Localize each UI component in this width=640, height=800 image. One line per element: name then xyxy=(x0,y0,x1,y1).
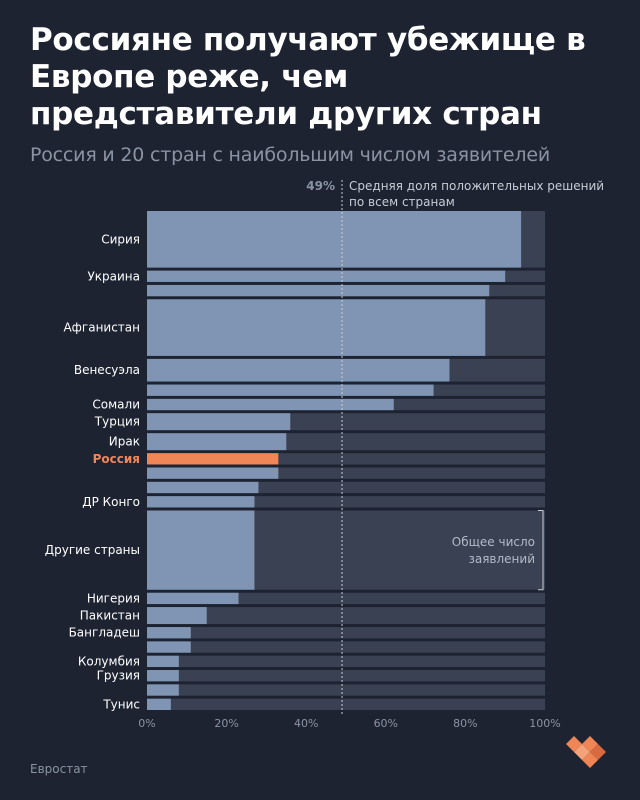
total-bar xyxy=(147,641,545,653)
bracket-icon xyxy=(538,509,544,591)
positive-bar xyxy=(147,510,255,590)
category-label: Грузия xyxy=(97,669,140,683)
total-bar xyxy=(147,670,545,682)
positive-bar xyxy=(147,684,179,696)
source-label: Евростат xyxy=(30,762,88,776)
x-tick-label: 100% xyxy=(529,717,560,730)
chart-subtitle: Россия и 20 стран с наибольшим числом за… xyxy=(30,144,550,166)
category-label: Тунис xyxy=(102,697,140,711)
positive-bar xyxy=(147,270,506,282)
category-label: Сомали xyxy=(92,398,140,412)
category-label: Бангладеш xyxy=(69,626,140,640)
total-bar xyxy=(147,698,545,710)
category-label: Украина xyxy=(87,269,140,283)
positive-bar xyxy=(147,627,191,639)
category-label: Другие страны xyxy=(45,543,140,557)
total-bar xyxy=(147,627,545,639)
x-tick-label: 60% xyxy=(374,717,398,730)
category-label: Ирак xyxy=(109,435,140,449)
x-tick-label: 20% xyxy=(214,717,238,730)
positive-bar xyxy=(147,384,434,396)
positive-bar xyxy=(147,433,287,451)
positive-bar xyxy=(147,655,179,668)
positive-bar xyxy=(147,670,179,682)
category-label: Колумбия xyxy=(78,654,140,668)
bracket-annotation-line-1: Общее число xyxy=(452,535,535,549)
positive-bar xyxy=(147,607,207,625)
total-bar xyxy=(147,592,545,605)
category-label: Турция xyxy=(94,415,140,429)
category-label: Россия xyxy=(93,452,140,466)
reference-label-line-2: по всем странам xyxy=(349,195,455,209)
category-label: Афганистан xyxy=(63,321,140,335)
total-bar xyxy=(147,453,545,465)
total-bar xyxy=(147,655,545,668)
positive-bar xyxy=(147,284,490,297)
positive-bar xyxy=(147,467,279,479)
positive-bar xyxy=(147,592,239,605)
total-bar xyxy=(147,684,545,696)
x-tick-label: 0% xyxy=(138,717,155,730)
x-tick-label: 80% xyxy=(453,717,477,730)
positive-bar xyxy=(147,641,191,653)
positive-bar xyxy=(147,413,291,431)
category-label: Нигерия xyxy=(87,591,140,605)
total-bar xyxy=(147,607,545,625)
positive-bar xyxy=(147,481,259,494)
total-bar xyxy=(147,481,545,494)
logo-icon xyxy=(566,736,610,774)
positive-bar xyxy=(147,698,171,710)
positive-bar xyxy=(147,453,279,465)
positive-bar xyxy=(147,299,486,356)
category-label: ДР Конго xyxy=(82,495,140,509)
total-bar xyxy=(147,467,545,479)
positive-bar xyxy=(147,496,255,508)
total-bar xyxy=(147,496,545,508)
x-tick-label: 40% xyxy=(294,717,318,730)
positive-bar xyxy=(147,358,450,382)
reference-label-line-1: Средняя доля положительных решений xyxy=(349,179,604,193)
category-label: Сирия xyxy=(101,232,140,246)
bracket-annotation-line-2: заявлений xyxy=(468,552,535,566)
positive-bar xyxy=(147,211,522,268)
category-label: Венесуэла xyxy=(74,363,140,377)
category-label: Пакистан xyxy=(80,609,140,623)
positive-bar xyxy=(147,398,394,411)
chart-title: Россияне получают убежище в Европе реже,… xyxy=(30,22,586,132)
reference-value-label: 49% xyxy=(306,179,335,193)
